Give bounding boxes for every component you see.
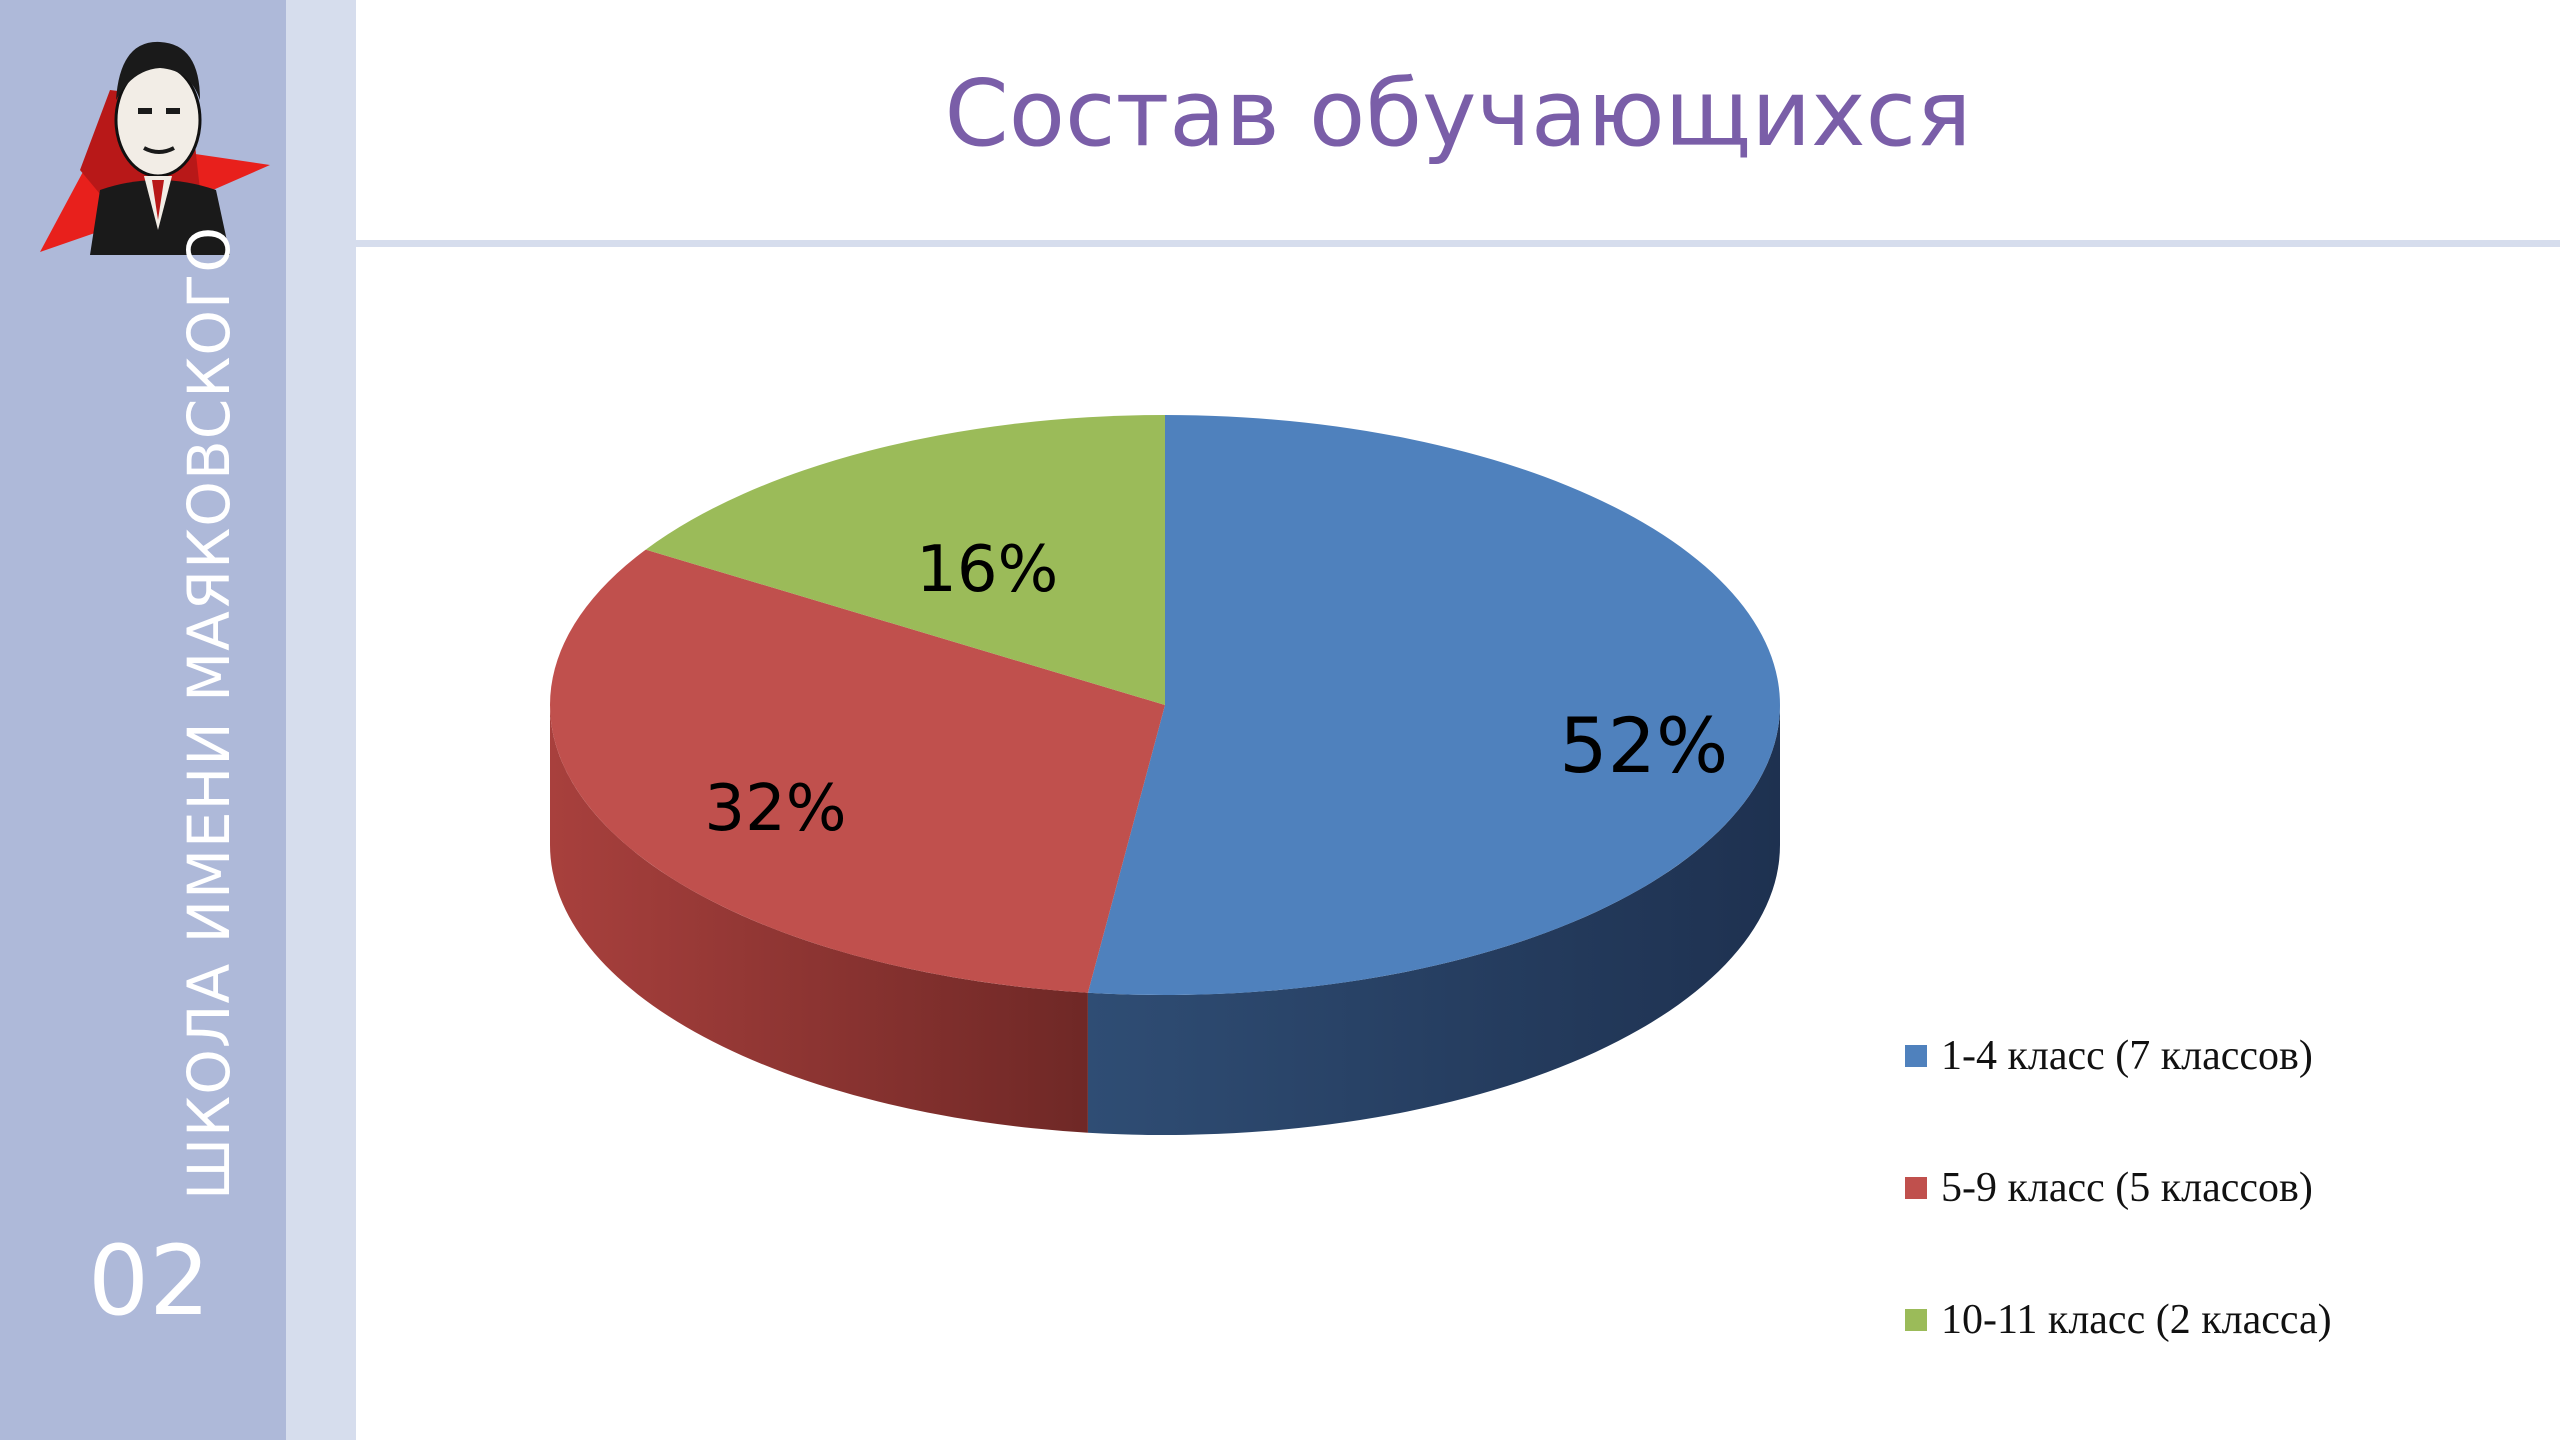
pie-depth-sides — [550, 705, 1780, 1135]
slice-grades-5-9-side — [550, 705, 1088, 1133]
slide-number: 02 — [88, 1225, 211, 1337]
page-title: Состав обучающихся — [944, 60, 1972, 167]
title-divider — [356, 240, 2560, 247]
data-label-2: 32% — [704, 772, 846, 846]
legend-label: 10-11 класс (2 класса) — [1941, 1297, 2332, 1343]
legend-swatch — [1905, 1309, 1927, 1331]
mayakovsky-portrait-logo — [40, 41, 270, 255]
pie-chart: 52% 32% 16% — [550, 415, 1781, 1135]
legend-swatch — [1905, 1045, 1927, 1067]
slice-grades-1-4 — [1087, 415, 1781, 996]
sidebar-stripe — [286, 0, 356, 1440]
chart-legend: 1-4 класс (7 классов) 5-9 класс (5 классо… — [1905, 990, 2465, 1386]
pie-top-faces — [550, 415, 1781, 996]
slice-grades-5-9 — [550, 549, 1165, 993]
legend-label: 5-9 класс (5 классов) — [1941, 1165, 2313, 1211]
legend-label: 1-4 класс (7 классов) — [1941, 1033, 2313, 1079]
slice-grades-1-4-side — [1087, 705, 1780, 1135]
legend-item: 5-9 класс (5 классов) — [1905, 1122, 2465, 1254]
data-label-1: 52% — [1559, 701, 1728, 790]
sidebar: ШКОЛА ИМЕНИ МАЯКОВСКОГО 02 — [0, 0, 286, 1440]
data-label-3: 16% — [916, 533, 1058, 607]
legend-item: 10-11 класс (2 класса) — [1905, 1254, 2465, 1386]
legend-item: 1-4 класс (7 классов) — [1905, 990, 2465, 1122]
slice-grades-10-11 — [645, 415, 1165, 705]
school-name: ШКОЛА ИМЕНИ МАЯКОВСКОГО — [175, 225, 243, 1200]
legend-swatch — [1905, 1177, 1927, 1199]
pie-data-labels: 52% 32% 16% — [704, 533, 1728, 846]
